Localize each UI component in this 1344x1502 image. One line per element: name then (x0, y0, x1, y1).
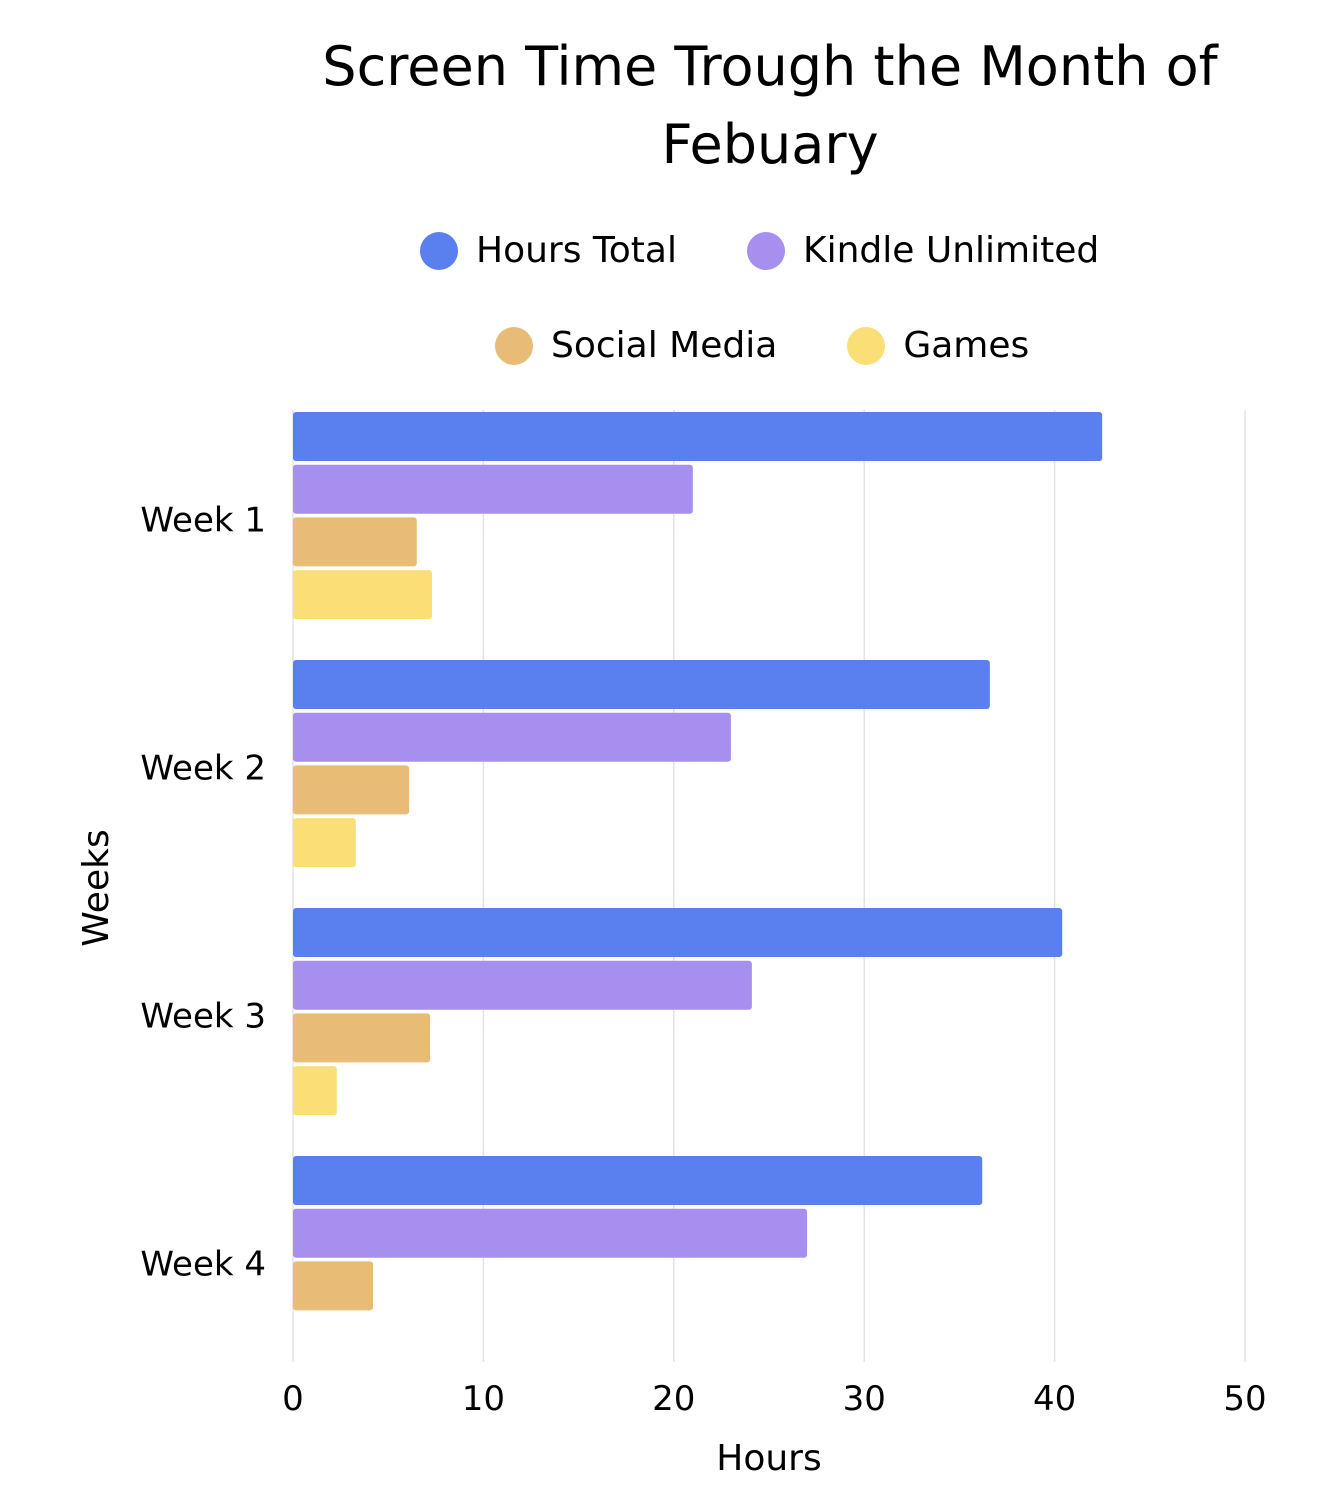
legend-row-2: Social Media Games (495, 325, 1029, 366)
legend-label-kindle-unlimited: Kindle Unlimited (803, 230, 1100, 271)
legend-label-social-media: Social Media (551, 325, 778, 366)
bar-week-3-social-media (293, 1013, 431, 1063)
bar-week-3-kindle-unlimited (293, 960, 752, 1010)
bar-week-2-kindle-unlimited (293, 712, 731, 762)
bar-week-2-games (293, 818, 356, 868)
legend-label-hours-total: Hours Total (476, 230, 677, 271)
bar-week-3-games (293, 1066, 337, 1116)
y-tick-labels: Week 1 Week 2 Week 3 Week 4 (140, 500, 266, 1284)
bar-week-2-hours-total (293, 660, 990, 709)
bar-week-2-social-media (293, 765, 410, 815)
x-tick-label-0: 0 (282, 1379, 304, 1419)
legend-swatch-social-media (495, 326, 533, 365)
legend-item-social-media: Social Media (495, 325, 777, 366)
y-tick-label-week-4: Week 4 (140, 1244, 266, 1284)
x-tick-label-40: 40 (1033, 1379, 1076, 1419)
bar-week-4-social-media (293, 1261, 373, 1311)
legend-label-games: Games (903, 325, 1030, 366)
legend-item-games: Games (847, 325, 1029, 366)
chart-title: Screen Time Trough the Month of Febuary (322, 35, 1218, 176)
legend-item-hours-total: Hours Total (420, 230, 677, 271)
y-tick-label-week-2: Week 2 (140, 748, 266, 788)
x-axis-label: Hours (716, 1438, 821, 1479)
x-tick-label-10: 10 (462, 1379, 505, 1419)
x-tick-label-30: 30 (843, 1379, 886, 1419)
bar-week-1-kindle-unlimited (293, 464, 693, 514)
bar-week-3-hours-total (293, 908, 1063, 957)
legend-item-kindle-unlimited: Kindle Unlimited (747, 230, 1099, 271)
x-tick-label-20: 20 (652, 1379, 695, 1419)
y-tick-label-week-1: Week 1 (140, 500, 266, 540)
legend-swatch-hours-total (420, 231, 458, 270)
y-axis-label: Weeks (76, 829, 117, 946)
legend-row-1: Hours Total Kindle Unlimited (420, 230, 1099, 271)
bar-week-4-kindle-unlimited (293, 1208, 808, 1258)
bars (293, 412, 1103, 1311)
legend-swatch-kindle-unlimited (747, 231, 785, 270)
legend-swatch-games (847, 326, 886, 365)
bar-week-1-games (293, 570, 432, 620)
x-tick-labels: 0 10 20 30 40 50 (282, 1379, 1266, 1419)
bar-week-1-social-media (293, 517, 417, 567)
x-tick-label-50: 50 (1223, 1379, 1266, 1419)
bar-week-1-hours-total (293, 412, 1103, 461)
y-tick-label-week-3: Week 3 (140, 996, 266, 1036)
bar-week-4-hours-total (293, 1156, 983, 1205)
